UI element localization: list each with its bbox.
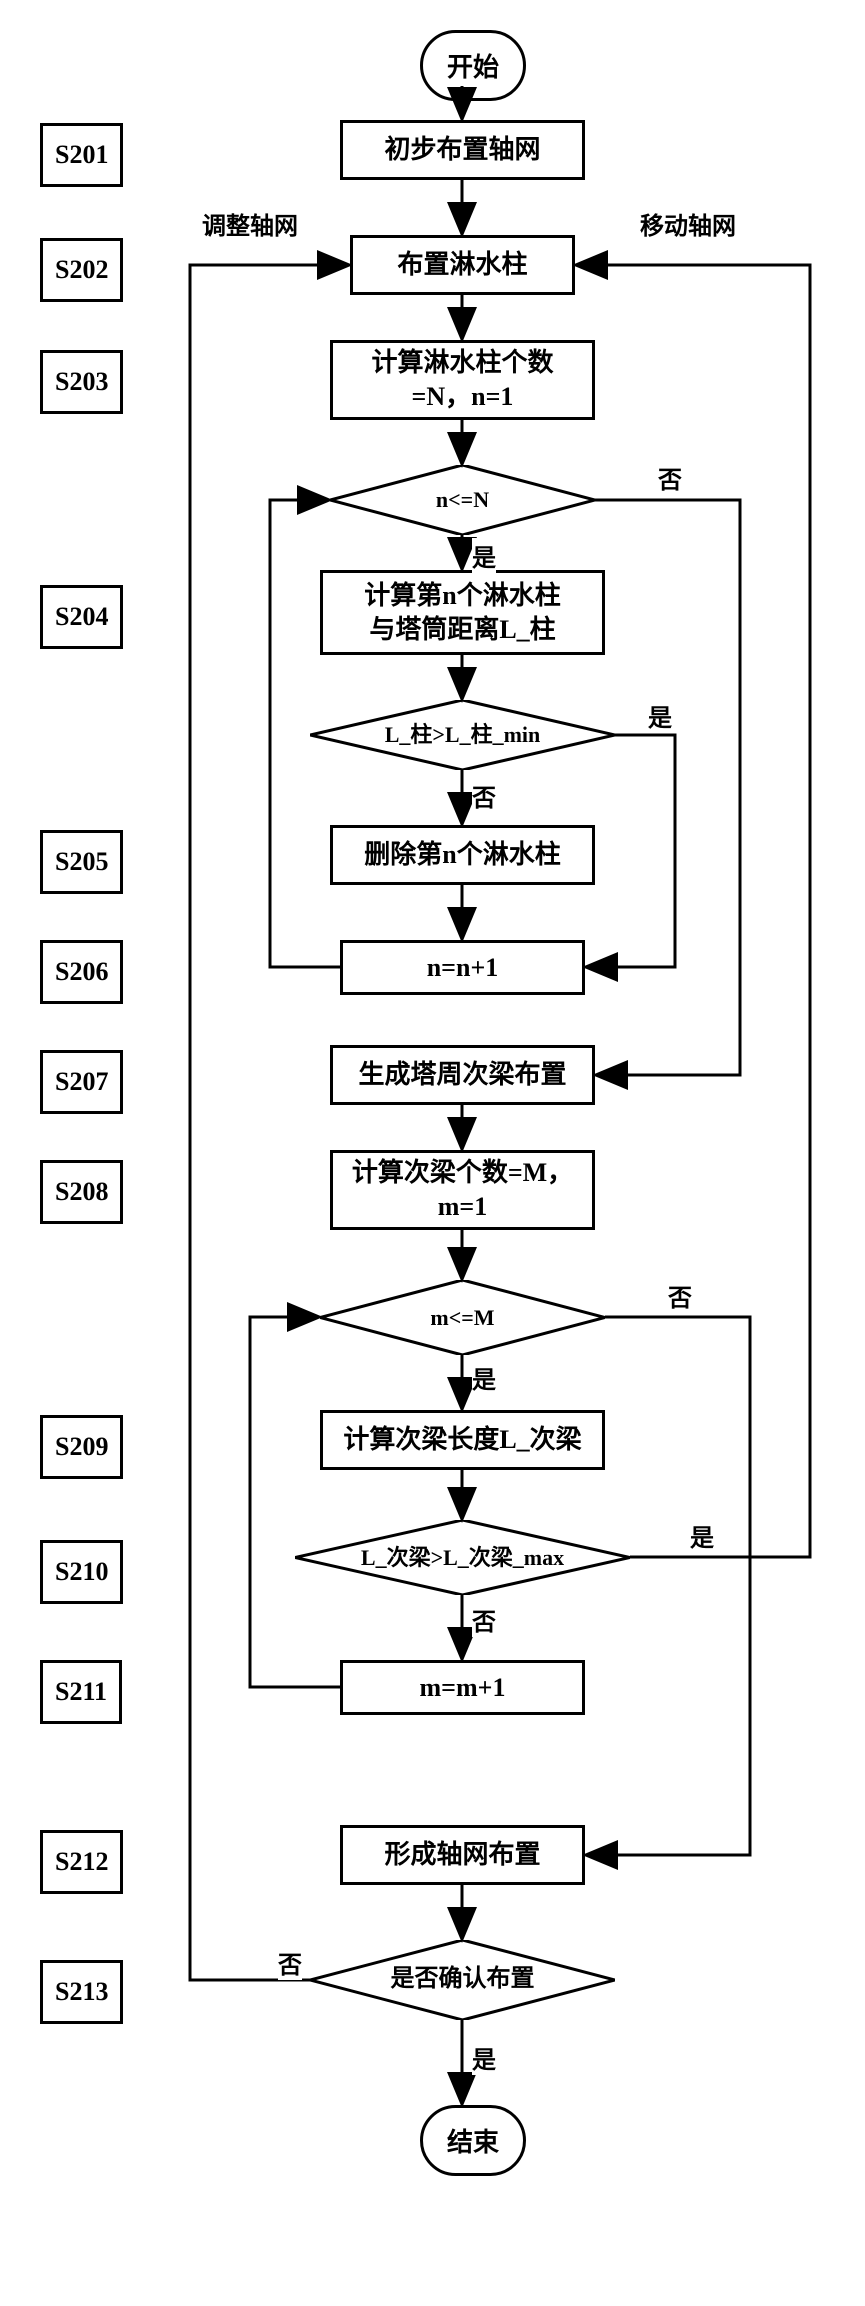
edge-label-dn-yes: 是 bbox=[472, 538, 496, 573]
process-s201: 初步布置轴网 bbox=[340, 120, 585, 180]
process-text: 计算次梁个数=M，m=1 bbox=[352, 1156, 573, 1224]
step-label-s211: S211 bbox=[40, 1660, 122, 1724]
edge-label-d213-yes: 是 bbox=[472, 2040, 496, 2075]
step-label-s208: S208 bbox=[40, 1160, 123, 1224]
process-text: 删除第n个淋水柱 bbox=[364, 838, 560, 872]
step-label-s206: S206 bbox=[40, 940, 123, 1004]
process-text: 生成塔周次梁布置 bbox=[358, 1058, 566, 1092]
process-s202: 布置淋水柱 bbox=[350, 235, 575, 295]
decision-text: 是否确认布置 bbox=[391, 1966, 535, 1994]
edge-label-dm-yes: 是 bbox=[472, 1360, 496, 1395]
step-label-s209: S209 bbox=[40, 1415, 123, 1479]
process-s207: 生成塔周次梁布置 bbox=[330, 1045, 595, 1105]
decision-text: L_柱>L_柱_min bbox=[385, 722, 541, 747]
process-s206: n=n+1 bbox=[340, 940, 585, 995]
process-text: 计算淋水柱个数=N，n=1 bbox=[371, 346, 553, 414]
edge-label-d213-no: 否 bbox=[278, 1945, 302, 1980]
decision-m: m<=M bbox=[320, 1280, 605, 1355]
decision-confirm: 是否确认布置 bbox=[310, 1940, 615, 2020]
process-text: 计算第n个淋水柱与塔筒距离L_柱 bbox=[364, 579, 560, 647]
step-label-s204: S204 bbox=[40, 585, 123, 649]
process-s204: 计算第n个淋水柱与塔筒距离L_柱 bbox=[320, 570, 605, 655]
process-text: n=n+1 bbox=[427, 951, 499, 985]
step-label-s207: S207 bbox=[40, 1050, 123, 1114]
step-label-s202: S202 bbox=[40, 238, 123, 302]
decision-text: L_次梁>L_次梁_max bbox=[361, 1545, 564, 1570]
end-terminator: 结束 bbox=[420, 2105, 526, 2176]
decision-lzhu: L_柱>L_柱_min bbox=[310, 700, 615, 770]
edge-label-dlzhu-no: 否 bbox=[472, 778, 496, 813]
edge-label-dlzhu-yes: 是 bbox=[648, 698, 672, 733]
step-label-s205: S205 bbox=[40, 830, 123, 894]
step-label-s201: S201 bbox=[40, 123, 123, 187]
decision-text: n<=N bbox=[436, 487, 489, 512]
process-s208: 计算次梁个数=M，m=1 bbox=[330, 1150, 595, 1230]
start-terminator: 开始 bbox=[420, 30, 526, 101]
process-s211: m=m+1 bbox=[340, 1660, 585, 1715]
process-text: 初步布置轴网 bbox=[384, 133, 540, 167]
process-s203: 计算淋水柱个数=N，n=1 bbox=[330, 340, 595, 420]
process-text: 形成轴网布置 bbox=[384, 1838, 540, 1872]
process-text: 计算次梁长度L_次梁 bbox=[343, 1423, 581, 1457]
step-label-s212: S212 bbox=[40, 1830, 123, 1894]
edge-label-dlcl-no: 否 bbox=[472, 1602, 496, 1637]
process-s212: 形成轴网布置 bbox=[340, 1825, 585, 1885]
process-text: 布置淋水柱 bbox=[397, 248, 527, 282]
step-label-s210: S210 bbox=[40, 1540, 123, 1604]
edge-label-dlcl-yes: 是 bbox=[690, 1518, 714, 1553]
step-label-s213: S213 bbox=[40, 1960, 123, 2024]
process-s205: 删除第n个淋水柱 bbox=[330, 825, 595, 885]
edge-label-dn-no: 否 bbox=[658, 460, 682, 495]
flowchart-canvas: S201 S202 S203 S204 S205 S206 S207 S208 … bbox=[20, 20, 845, 2286]
process-text: m=m+1 bbox=[420, 1671, 506, 1705]
decision-lciliang: L_次梁>L_次梁_max bbox=[295, 1520, 630, 1595]
decision-text: m<=M bbox=[430, 1305, 494, 1330]
step-label-s203: S203 bbox=[40, 350, 123, 414]
edge-label-dm-no: 否 bbox=[668, 1278, 692, 1313]
edge-label-move: 移动轴网 bbox=[640, 206, 736, 241]
process-s209: 计算次梁长度L_次梁 bbox=[320, 1410, 605, 1470]
edge-label-adjust: 调整轴网 bbox=[202, 206, 298, 241]
decision-n: n<=N bbox=[330, 465, 595, 535]
